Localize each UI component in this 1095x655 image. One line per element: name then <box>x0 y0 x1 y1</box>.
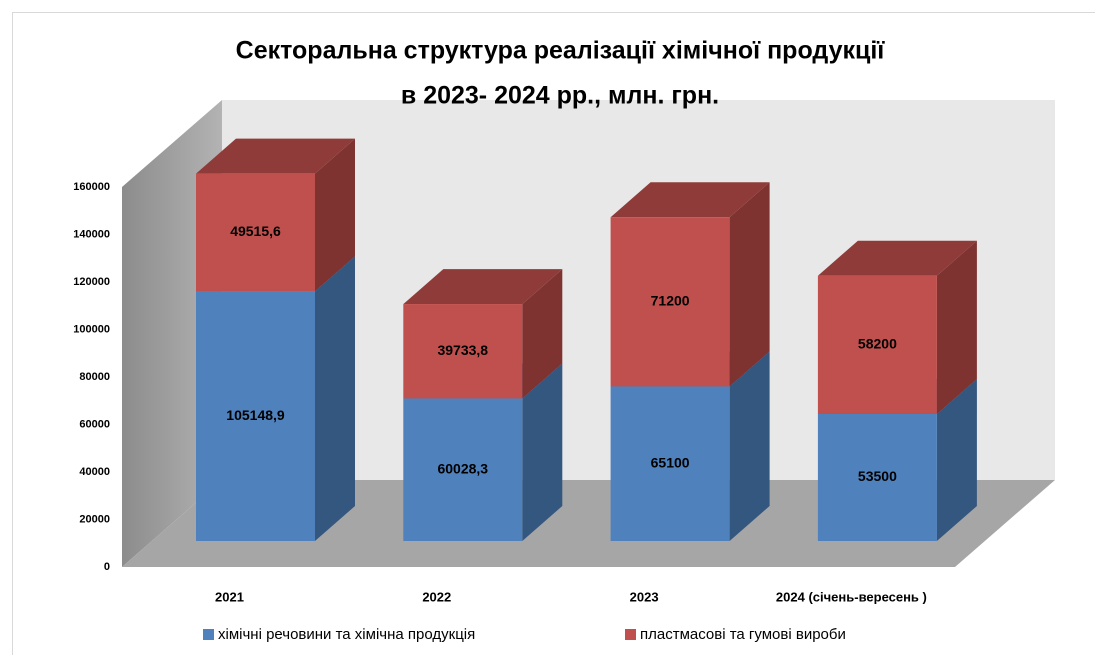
bar <box>403 304 523 399</box>
y-tick-label: 20000 <box>79 513 110 525</box>
bar <box>610 217 730 387</box>
data-label: 53500 <box>858 468 897 484</box>
data-label: 49515,6 <box>230 223 281 239</box>
bar-top <box>196 138 355 174</box>
bar-side <box>315 256 355 541</box>
legend-label: хімічні речовини та хімічна продукція <box>218 626 475 643</box>
y-tick-label: 80000 <box>79 371 110 383</box>
data-label: 58200 <box>858 336 897 352</box>
bar <box>403 398 523 541</box>
bar <box>817 275 937 414</box>
bar-side <box>522 269 563 399</box>
chart-title: в 2023- 2024 рр., млн. грн. <box>401 82 719 110</box>
bar-side <box>936 378 977 541</box>
bar-side <box>522 363 563 541</box>
bar-side <box>315 138 355 292</box>
data-label: 71200 <box>651 293 690 309</box>
bar-side <box>936 240 977 414</box>
chart-title: Секторальна структура реалізації хімічно… <box>236 37 886 65</box>
bar <box>610 386 730 541</box>
y-tick-label: 140000 <box>73 228 110 240</box>
data-label: 65100 <box>651 454 690 470</box>
x-tick-label: 2024 (січень-вересень ) <box>776 589 927 604</box>
bar-top <box>817 240 977 276</box>
y-tick-label: 160000 <box>73 181 110 193</box>
y-tick-label: 100000 <box>73 323 110 335</box>
data-label: 105148,9 <box>226 407 285 423</box>
bar <box>196 291 315 541</box>
y-tick-label: 60000 <box>79 418 110 430</box>
bar-side <box>729 182 770 387</box>
bar <box>196 173 315 292</box>
legend-swatch <box>203 629 214 640</box>
x-tick-label: 2021 <box>215 589 244 604</box>
bar-top <box>403 269 563 305</box>
y-tick-label: 120000 <box>73 276 110 288</box>
y-tick-label: 0 <box>104 561 110 573</box>
bar-side <box>729 351 770 541</box>
x-tick-label: 2023 <box>630 589 659 604</box>
bar <box>817 413 937 541</box>
data-label: 60028,3 <box>437 460 488 476</box>
bar-top <box>610 182 770 218</box>
x-tick-label: 2022 <box>422 589 451 604</box>
legend-swatch <box>625 629 636 640</box>
legend-label: пластмасові та гумові вироби <box>640 626 846 643</box>
data-label: 39733,8 <box>437 342 488 358</box>
y-tick-label: 40000 <box>79 466 110 478</box>
